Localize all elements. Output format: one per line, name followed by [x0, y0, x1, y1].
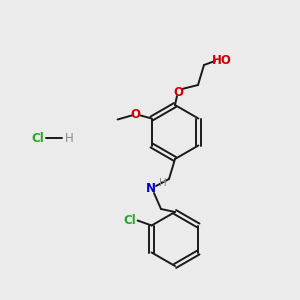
- Text: O: O: [130, 108, 141, 121]
- Text: O: O: [173, 85, 183, 98]
- Text: H: H: [64, 131, 74, 145]
- Text: H: H: [159, 178, 167, 188]
- Text: Cl: Cl: [32, 131, 44, 145]
- Text: HO: HO: [212, 53, 232, 67]
- Text: N: N: [146, 182, 156, 196]
- Text: Cl: Cl: [123, 214, 136, 227]
